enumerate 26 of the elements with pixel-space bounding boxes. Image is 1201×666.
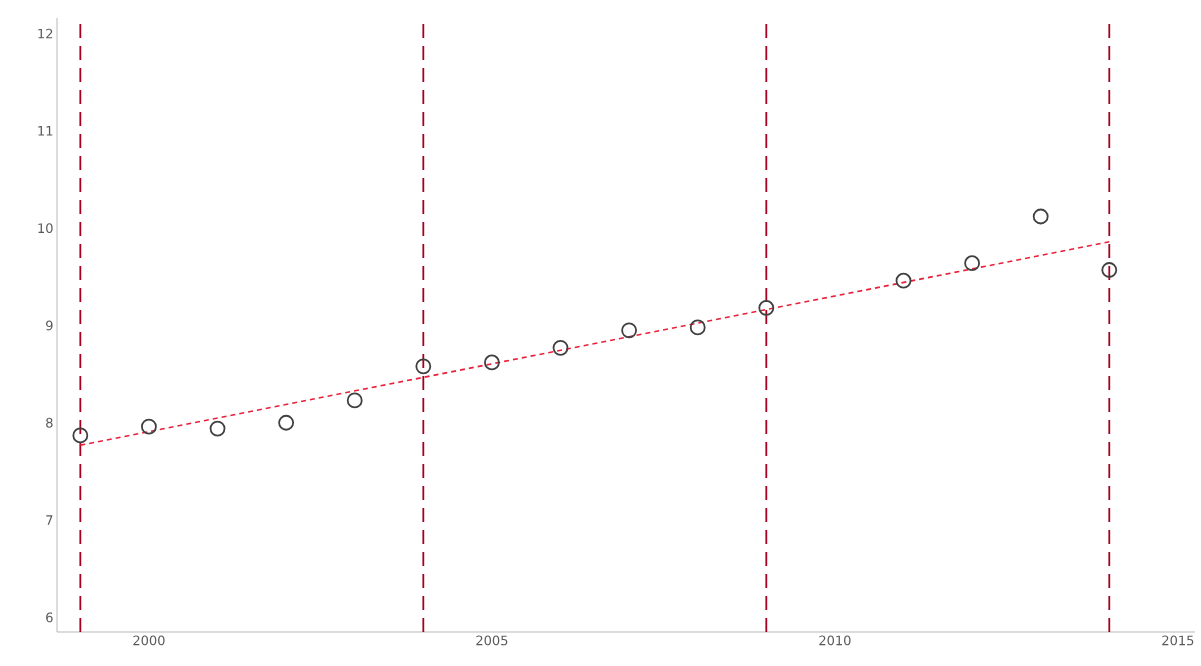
point	[415, 358, 432, 375]
point	[895, 272, 912, 289]
point	[72, 427, 89, 444]
point	[1032, 208, 1049, 225]
y-tick-label: 7	[46, 515, 53, 525]
point	[552, 339, 569, 356]
x-tick-label: 2015	[1162, 635, 1194, 646]
point	[964, 255, 980, 272]
point	[484, 354, 500, 371]
y-tick-label: 9	[46, 320, 53, 331]
x-tick-label: 2000	[133, 635, 165, 646]
y-tick-label: 11	[38, 126, 53, 136]
y-tick-label: 8	[46, 417, 53, 428]
point	[758, 300, 775, 316]
point	[621, 322, 638, 339]
point	[278, 414, 295, 431]
y-tick-label: 10	[38, 223, 53, 234]
point	[209, 420, 226, 437]
point	[141, 418, 157, 435]
point	[689, 319, 706, 336]
x-tick-label: 2005	[476, 635, 508, 646]
point	[346, 392, 363, 409]
x-tick-label: 2010	[819, 635, 851, 646]
y-tick-label: 6	[46, 612, 53, 623]
y-tick-label: 12	[38, 28, 53, 39]
point	[1101, 262, 1118, 278]
